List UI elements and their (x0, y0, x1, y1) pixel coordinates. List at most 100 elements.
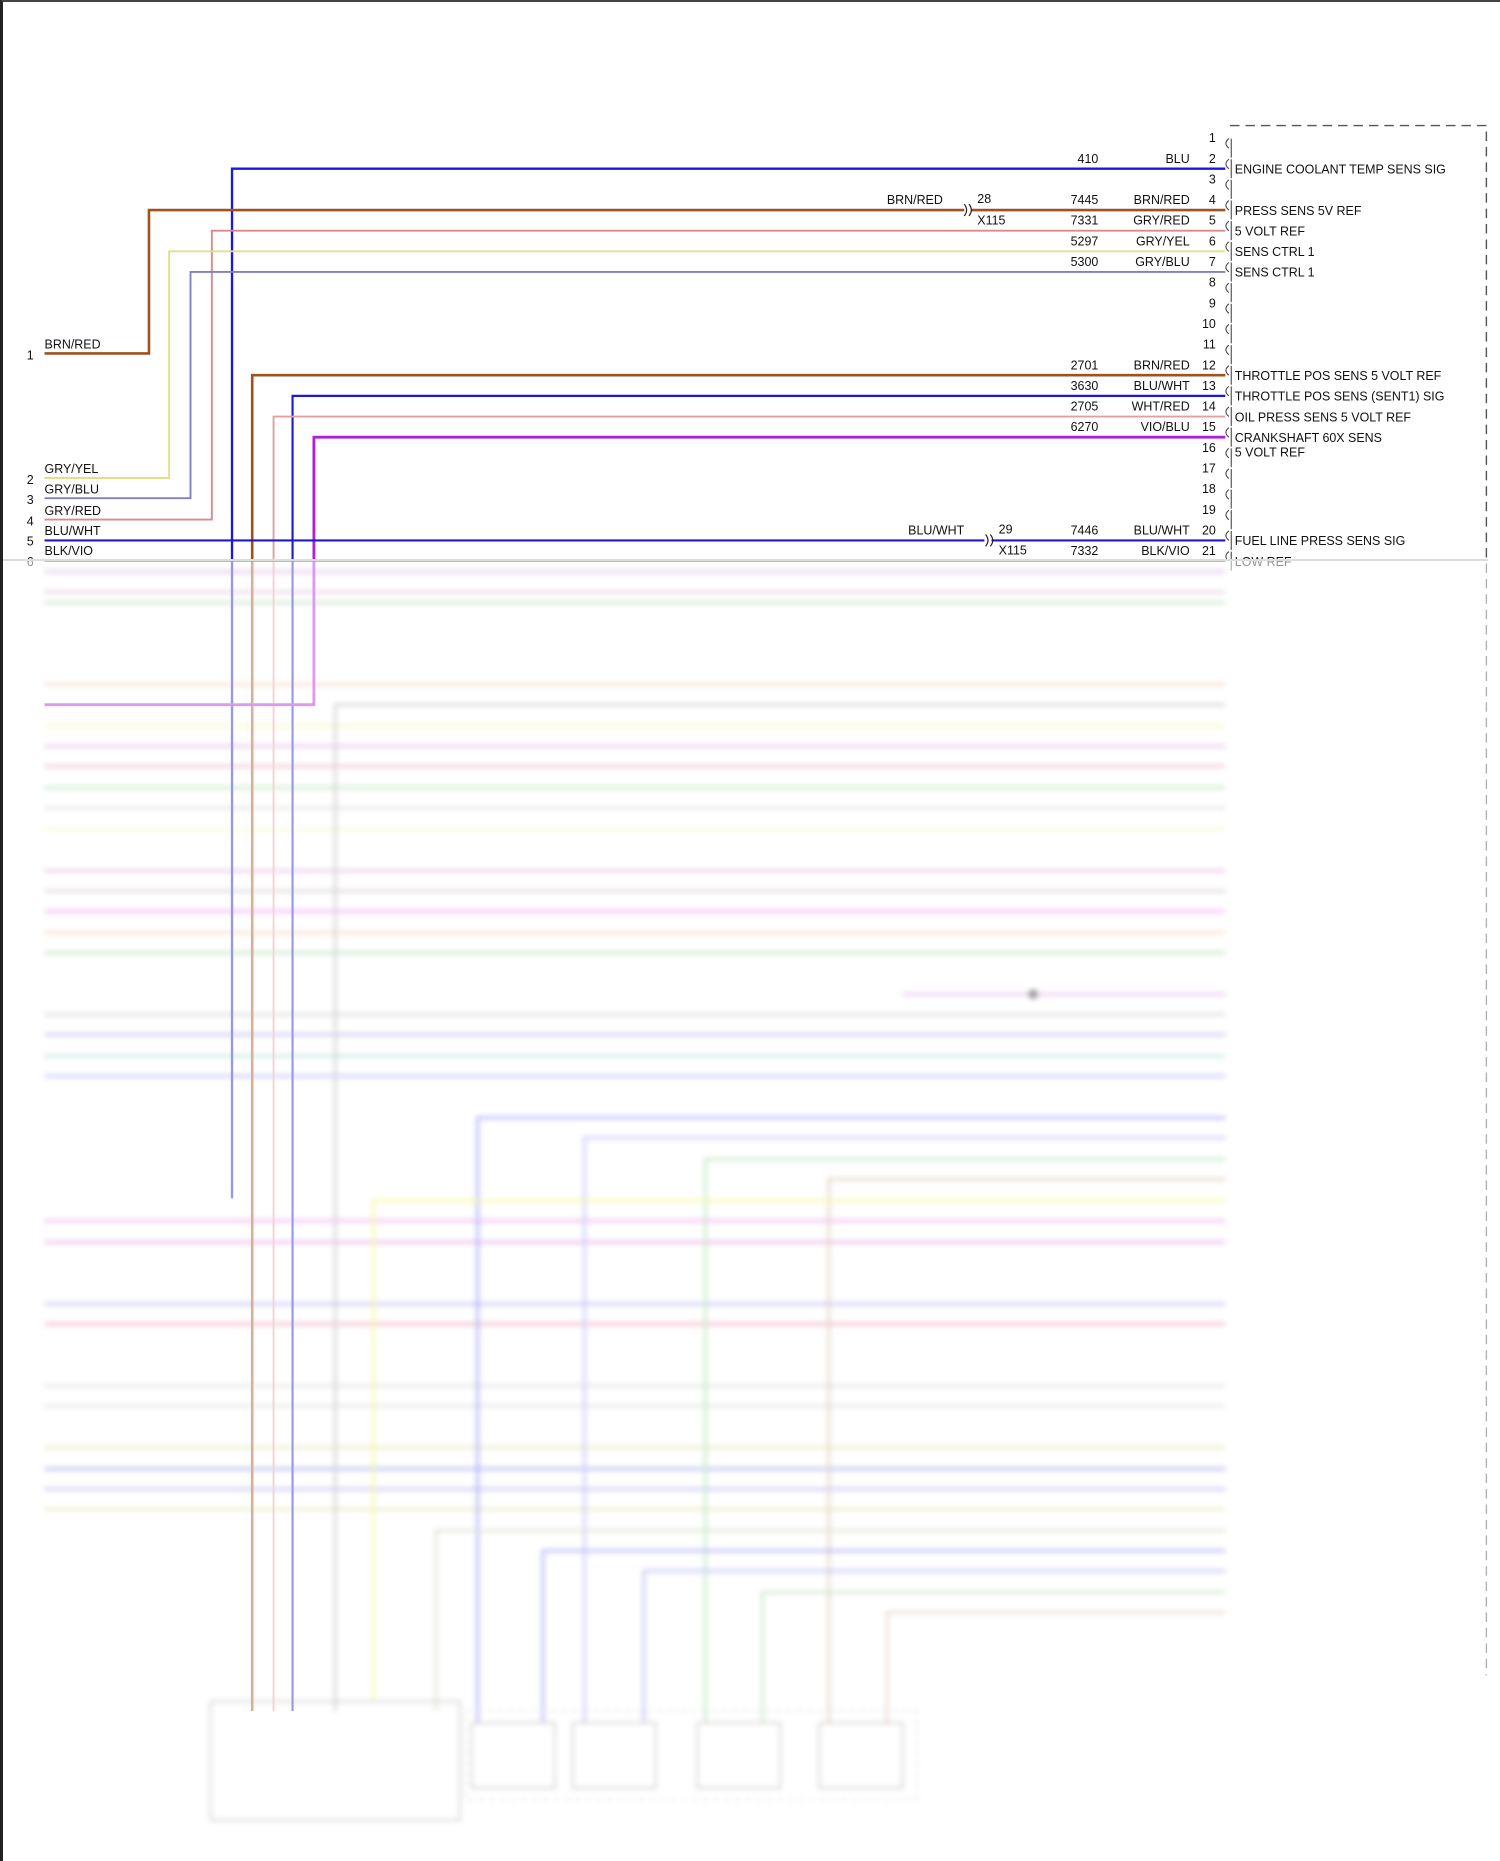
pin-number: 19 (1202, 503, 1216, 517)
pin-number: 4 (1209, 193, 1216, 207)
pin-terminal-icon (1225, 262, 1232, 282)
pin-terminal-icon (1225, 385, 1232, 406)
wire-gry-red-7331 (44, 229, 1226, 521)
pin-number: 6 (1209, 234, 1216, 248)
pin-terminal-icon (1225, 220, 1232, 241)
wire-brn-red-7445 (44, 208, 1226, 355)
pin-number: 11 (1203, 338, 1216, 352)
pin-function-label: SENS CTRL 1 (1235, 266, 1315, 280)
pin-terminal-icon (1225, 509, 1232, 530)
circuit-number: 410 (1078, 152, 1099, 166)
pin-terminal-icon (1225, 324, 1232, 344)
pin-number: 3 (1209, 172, 1216, 186)
pin-function-label: THROTTLE POS SENS (SENT1) SIG (1235, 390, 1445, 404)
wire-color-label: BLU/WHT (1134, 379, 1190, 393)
left-wire-color-label: BLU/WHT (45, 524, 101, 538)
wire-color-label: GRY/BLU (1135, 255, 1189, 269)
pin-function-label: SENS CTRL 1 (1235, 245, 1315, 259)
pin-function-label: CRANKSHAFT 60X SENS (1235, 431, 1382, 445)
left-pin-number: 4 (27, 514, 34, 528)
wire-color-label: WHT/RED (1132, 400, 1190, 414)
wire-color-label: BLK/VIO (1141, 544, 1190, 558)
left-pin-number: 3 (27, 493, 34, 507)
left-wire-color-label: GRY/RED (45, 504, 102, 518)
left-wire-color-label: GRY/YEL (45, 462, 99, 476)
inline-wire-color-label: BRN/RED (887, 193, 943, 207)
pin-terminal-icon (1225, 158, 1232, 179)
pin-terminal-icon (1225, 282, 1232, 303)
inline-connector-pin: 28 (977, 192, 991, 206)
inline-connector-pin: 29 (999, 522, 1013, 536)
circuit-number: 2701 (1071, 358, 1099, 372)
inline-connector-name: X115 (977, 213, 1005, 227)
wire-gry-blu-5300 (44, 271, 1226, 500)
pin-number: 20 (1202, 523, 1216, 537)
circuit-number: 5300 (1071, 255, 1099, 269)
pin-number: 9 (1209, 296, 1216, 310)
pin-number: 7 (1209, 255, 1216, 269)
circuit-number: 7332 (1071, 544, 1099, 558)
pin-function-label: PRESS SENS 5V REF (1235, 204, 1362, 218)
wire-color-label: BLU (1165, 152, 1189, 166)
inline-connector-icon (963, 203, 972, 217)
fade-overlay (3, 559, 1488, 1861)
pin-function-label: THROTTLE POS SENS 5 VOLT REF (1235, 369, 1442, 383)
circuit-number: 7445 (1071, 193, 1099, 207)
pin-function-label: ENGINE COOLANT TEMP SENS SIG (1235, 162, 1446, 176)
circuit-number: 5297 (1071, 234, 1099, 248)
pin-number: 16 (1202, 441, 1216, 455)
pin-function-label: 5 VOLT REF (1235, 446, 1306, 460)
pin-terminal-icon (1225, 138, 1232, 158)
wire-color-label: GRY/RED (1133, 214, 1190, 228)
pin-number: 14 (1202, 400, 1216, 414)
left-pin-number: 2 (27, 473, 34, 487)
left-wire-color-label: BLK/VIO (45, 544, 94, 558)
left-wire-color-label: BRN/RED (45, 338, 101, 352)
circuit-number: 3630 (1071, 379, 1099, 393)
pin-number: 8 (1209, 276, 1216, 290)
circuit-number: 6270 (1071, 420, 1099, 434)
pin-number: 1 (1209, 131, 1216, 145)
pin-terminal-icon (1225, 427, 1232, 447)
left-pin-number: 5 (27, 535, 34, 549)
pin-function-label: FUEL LINE PRESS SENS SIG (1235, 534, 1405, 548)
pin-number: 17 (1202, 462, 1216, 476)
pin-number: 12 (1202, 358, 1216, 372)
pin-terminal-icon (1225, 406, 1232, 427)
pin-terminal-icon (1225, 241, 1232, 261)
pin-terminal-icon (1225, 179, 1232, 199)
pin-terminal-icon (1225, 489, 1232, 509)
wire-color-label: BRN/RED (1134, 358, 1190, 372)
pin-terminal-icon (1225, 468, 1232, 488)
pin-function-label: 5 VOLT REF (1235, 224, 1306, 238)
wire-color-label: VIO/BLU (1141, 420, 1190, 434)
left-pin-number: 1 (27, 348, 34, 362)
pin-number: 18 (1202, 482, 1216, 496)
wire-color-label: BRN/RED (1134, 193, 1190, 207)
circuit-number: 7446 (1071, 523, 1099, 537)
wire-color-label: BLU/WHT (1134, 523, 1190, 537)
pin-function-label: OIL PRESS SENS 5 VOLT REF (1235, 410, 1412, 424)
inline-wire-color-label: BLU/WHT (908, 523, 964, 537)
pin-number: 15 (1202, 420, 1216, 434)
pin-terminal-icon (1225, 200, 1232, 220)
inline-connector-icon (985, 534, 994, 547)
pin-terminal-icon (1225, 365, 1232, 385)
pin-number: 21 (1202, 544, 1216, 558)
pin-terminal-icon (1225, 530, 1232, 550)
pin-terminal-icon (1225, 344, 1232, 365)
wire-gry-yel-5297 (44, 250, 1226, 479)
pin-number: 5 (1209, 214, 1216, 228)
circuit-number: 7331 (1071, 214, 1099, 228)
inline-connector-name: X115 (999, 544, 1027, 558)
pin-number: 10 (1202, 317, 1216, 331)
left-wire-color-label: GRY/BLU (45, 482, 99, 496)
pin-terminal-icon (1225, 303, 1232, 323)
circuit-number: 2705 (1071, 400, 1099, 414)
pin-number: 2 (1209, 152, 1216, 166)
wire-color-label: GRY/YEL (1136, 234, 1190, 248)
pin-number: 13 (1202, 379, 1216, 393)
pin-terminal-icon (1225, 447, 1232, 468)
